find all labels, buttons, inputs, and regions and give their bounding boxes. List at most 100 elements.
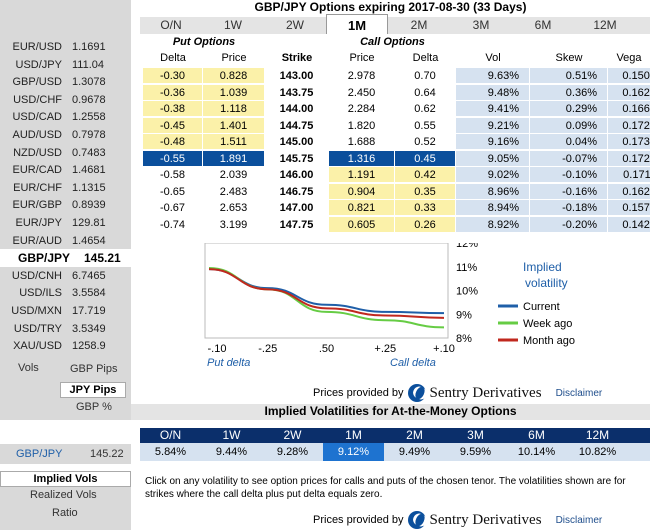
atm-tab-on[interactable]: O/N bbox=[159, 428, 182, 442]
call-delta-cell[interactable]: 0.42 bbox=[395, 167, 456, 183]
put-price-cell[interactable]: 1.039 bbox=[203, 84, 265, 101]
pair-row-nzd-usd[interactable]: NZD/USD 0.7483 bbox=[0, 144, 131, 162]
table-row[interactable]: -0.67 2.653 147.00 0.821 0.33 8.94% -0.18% 0.15… bbox=[143, 200, 650, 216]
atm-vol-6m[interactable]: 10.14% bbox=[517, 446, 556, 458]
pair-row-eur-jpy[interactable]: EUR/JPY 129.81 bbox=[0, 214, 131, 232]
table-row[interactable]: -0.38 1.118 144.00 2.284 0.62 9.41% 0.29% 0.166… bbox=[143, 101, 650, 117]
table-row[interactable]: -0.45 1.401 144.75 1.820 0.55 9.21% 0.09% 0.172… bbox=[143, 117, 650, 134]
put-delta-cell[interactable]: -0.67 bbox=[143, 200, 203, 216]
gbp-percent-option[interactable]: GBP % bbox=[76, 401, 112, 413]
atm-vol-2w[interactable]: 9.28% bbox=[276, 446, 309, 458]
table-row[interactable]: -0.65 2.483 146.75 0.904 0.35 8.96% -0.16% 0.16… bbox=[143, 183, 650, 200]
pair-row-eur-chf[interactable]: EUR/CHF 1.1315 bbox=[0, 179, 131, 197]
pair-row-usd-mxn[interactable]: USD/MXN 17.719 bbox=[0, 302, 131, 320]
pair-row-usd-jpy[interactable]: USD/JPY 111.04 bbox=[0, 56, 131, 74]
pair-row-usd-cnh[interactable]: USD/CNH 6.7465 bbox=[0, 267, 131, 285]
call-delta-cell[interactable]: 0.35 bbox=[395, 183, 456, 200]
tab-12m[interactable]: 12M bbox=[593, 18, 617, 32]
call-price-cell[interactable]: 1.316 bbox=[329, 150, 395, 167]
call-delta-cell[interactable]: 0.45 bbox=[395, 150, 456, 167]
call-delta-cell[interactable]: 0.64 bbox=[395, 84, 456, 101]
tab-6m[interactable]: 6M bbox=[534, 18, 552, 32]
table-row[interactable]: -0.74 3.199 147.75 0.605 0.26 8.92% -0.20% 0.14… bbox=[143, 216, 650, 233]
pair-row-xau-usd[interactable]: XAU/USD 1258.9 bbox=[0, 337, 131, 355]
tab-3m[interactable]: 3M bbox=[472, 18, 490, 32]
put-delta-cell[interactable]: -0.38 bbox=[143, 101, 203, 117]
vols-label[interactable]: Vols bbox=[18, 362, 39, 374]
pair-row-gbp-usd[interactable]: GBP/USD 1.3078 bbox=[0, 73, 131, 91]
pair-row-usd-cad[interactable]: USD/CAD 1.2558 bbox=[0, 108, 131, 126]
put-price-cell[interactable]: 3.199 bbox=[203, 216, 265, 233]
table-row[interactable]: -0.48 1.511 145.00 1.688 0.52 9.16% 0.04% 0.173… bbox=[143, 134, 650, 150]
put-delta-cell[interactable]: -0.45 bbox=[143, 117, 203, 134]
put-delta-cell[interactable]: -0.48 bbox=[143, 134, 203, 150]
atm-vol-on[interactable]: 5.84% bbox=[154, 446, 187, 458]
atm-tab-3m[interactable]: 3M bbox=[467, 428, 484, 442]
jpy-pips-button[interactable]: JPY Pips bbox=[60, 382, 126, 398]
disclaimer-link[interactable]: Disclaimer bbox=[555, 387, 603, 399]
atm-tab-1w[interactable]: 1W bbox=[222, 428, 241, 442]
atm-vol-1w[interactable]: 9.44% bbox=[215, 446, 248, 458]
disclaimer-link[interactable]: Disclaimer bbox=[555, 514, 603, 526]
put-delta-cell[interactable]: -0.58 bbox=[143, 167, 203, 183]
pair-row-gbp-jpy[interactable]: GBP/JPY 145.21 bbox=[0, 249, 131, 268]
tab-1w[interactable]: 1W bbox=[224, 18, 242, 32]
implied-vols-button[interactable]: Implied Vols bbox=[0, 471, 131, 487]
call-delta-cell[interactable]: 0.26 bbox=[395, 216, 456, 233]
pair-row-aud-usd[interactable]: AUD/USD 0.7978 bbox=[0, 126, 131, 144]
table-row[interactable]: -0.30 0.828 143.00 2.978 0.70 9.63% 0.51% 0.150… bbox=[143, 68, 650, 84]
tab-2m[interactable]: 2M bbox=[410, 18, 428, 32]
put-price-cell[interactable]: 1.891 bbox=[203, 150, 265, 167]
put-delta-cell[interactable]: -0.74 bbox=[143, 216, 203, 233]
put-delta-cell[interactable]: -0.30 bbox=[143, 68, 203, 84]
put-price-cell[interactable]: 2.653 bbox=[203, 200, 265, 216]
call-delta-cell[interactable]: 0.33 bbox=[395, 200, 456, 216]
pair-row-usd-ils[interactable]: USD/ILS 3.5584 bbox=[0, 284, 131, 302]
realized-vols-option[interactable]: Realized Vols bbox=[30, 489, 97, 501]
atm-vol-2m[interactable]: 9.49% bbox=[398, 446, 431, 458]
call-price-cell[interactable]: 1.191 bbox=[329, 167, 395, 183]
call-price-cell[interactable]: 0.605 bbox=[329, 216, 395, 233]
call-price-cell[interactable]: 2.450 bbox=[329, 84, 395, 101]
call-delta-cell[interactable]: 0.62 bbox=[395, 101, 456, 117]
call-price-cell[interactable]: 0.904 bbox=[329, 183, 395, 200]
put-delta-cell[interactable]: -0.55 bbox=[143, 150, 203, 167]
ratio-option[interactable]: Ratio bbox=[52, 507, 78, 519]
atm-vol-12m[interactable]: 10.82% bbox=[578, 446, 617, 458]
call-price-cell[interactable]: 2.978 bbox=[329, 68, 395, 84]
pair-row-eur-gbp[interactable]: EUR/GBP 0.8939 bbox=[0, 196, 131, 214]
atm-tab-2w[interactable]: 2W bbox=[283, 428, 302, 442]
put-delta-cell[interactable]: -0.65 bbox=[143, 183, 203, 200]
call-delta-cell[interactable]: 0.52 bbox=[395, 134, 456, 150]
gbp-pips-option[interactable]: GBP Pips bbox=[70, 363, 118, 375]
call-price-cell[interactable]: 1.820 bbox=[329, 117, 395, 134]
tab-on[interactable]: O/N bbox=[160, 18, 182, 32]
call-price-cell[interactable]: 1.688 bbox=[329, 134, 395, 150]
pair-row-eur-cad[interactable]: EUR/CAD 1.4681 bbox=[0, 161, 131, 179]
put-price-cell[interactable]: 1.401 bbox=[203, 117, 265, 134]
call-delta-cell[interactable]: 0.55 bbox=[395, 117, 456, 134]
atm-tab-12m[interactable]: 12M bbox=[585, 428, 610, 442]
atm-tab-1m[interactable]: 1M bbox=[345, 428, 362, 442]
put-price-cell[interactable]: 2.039 bbox=[203, 167, 265, 183]
put-price-cell[interactable]: 2.483 bbox=[203, 183, 265, 200]
pair-row-eur-usd[interactable]: EUR/USD 1.1691 bbox=[0, 38, 131, 56]
tab-1m[interactable]: 1M bbox=[326, 14, 388, 34]
put-delta-cell[interactable]: -0.36 bbox=[143, 84, 203, 101]
pair-row-usd-try[interactable]: USD/TRY 3.5349 bbox=[0, 320, 131, 338]
pair-row-usd-chf[interactable]: USD/CHF 0.9678 bbox=[0, 91, 131, 109]
call-price-cell[interactable]: 0.821 bbox=[329, 200, 395, 216]
atm-tab-6m[interactable]: 6M bbox=[528, 428, 545, 442]
put-price-cell[interactable]: 0.828 bbox=[203, 68, 265, 84]
atm-vol-1m[interactable]: 9.12% bbox=[323, 443, 384, 461]
table-row[interactable]: -0.36 1.039 143.75 2.450 0.64 9.48% 0.36% 0.162… bbox=[143, 84, 650, 101]
pair-row-eur-aud[interactable]: EUR/AUD 1.4654 bbox=[0, 232, 131, 250]
atm-tab-2m[interactable]: 2M bbox=[406, 428, 423, 442]
put-price-cell[interactable]: 1.511 bbox=[203, 134, 265, 150]
call-price-cell[interactable]: 2.284 bbox=[329, 101, 395, 117]
call-delta-cell[interactable]: 0.70 bbox=[395, 68, 456, 84]
table-row[interactable]: -0.58 2.039 146.00 1.191 0.42 9.02% -0.10% 0.17… bbox=[143, 167, 650, 183]
put-price-cell[interactable]: 1.118 bbox=[203, 101, 265, 117]
table-row[interactable]: -0.55 1.891 145.75 1.316 0.45 9.05% -0.07% 0.17… bbox=[143, 150, 650, 167]
tab-2w[interactable]: 2W bbox=[286, 18, 304, 32]
